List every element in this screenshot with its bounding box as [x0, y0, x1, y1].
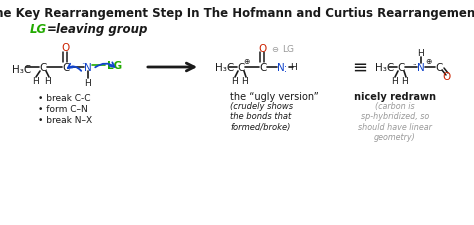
Text: H: H [85, 78, 91, 87]
Text: • break N–X: • break N–X [38, 115, 92, 124]
Text: H: H [242, 77, 248, 86]
Text: .: . [284, 64, 288, 74]
Text: .: . [284, 59, 288, 69]
Text: ≡: ≡ [353, 59, 367, 77]
Text: O: O [259, 44, 267, 54]
Text: H: H [33, 77, 39, 86]
Text: LG: LG [107, 61, 122, 71]
Text: ⊕: ⊕ [425, 57, 431, 66]
Text: N: N [277, 63, 285, 73]
Text: H: H [45, 77, 51, 86]
Text: H₃C: H₃C [215, 63, 234, 73]
Text: • form C–N: • form C–N [38, 105, 88, 113]
Text: O: O [443, 72, 451, 82]
Text: H: H [418, 49, 424, 58]
Text: ..: .. [413, 60, 417, 66]
Text: the “ugly version”: the “ugly version” [230, 92, 319, 101]
Text: N: N [417, 63, 425, 73]
Text: ⊕: ⊕ [243, 57, 249, 66]
Text: C: C [397, 63, 405, 73]
Text: The Key Rearrangement Step In The Hofmann and Curtius Rearrangements: The Key Rearrangement Step In The Hofman… [0, 7, 474, 20]
Text: C: C [435, 63, 443, 73]
Text: H₃C: H₃C [375, 63, 394, 73]
Text: H: H [232, 77, 238, 86]
Text: LG: LG [282, 45, 294, 54]
Text: O: O [62, 43, 70, 53]
Text: H: H [291, 63, 297, 72]
Text: C: C [259, 63, 267, 73]
Text: • break C-C: • break C-C [38, 94, 91, 103]
Text: (crudely shows
the bonds that
formed/broke): (crudely shows the bonds that formed/bro… [230, 101, 293, 131]
Text: H: H [392, 77, 398, 86]
Text: leaving group: leaving group [56, 23, 147, 36]
Text: nicely redrawn: nicely redrawn [354, 92, 436, 101]
Text: (carbon is
sp-hybridized, so
should have linear
geometry): (carbon is sp-hybridized, so should have… [358, 101, 432, 142]
Text: ..: .. [82, 57, 87, 66]
Text: H: H [401, 77, 409, 86]
Text: C: C [62, 63, 70, 73]
Text: C: C [39, 63, 46, 73]
Text: =: = [47, 23, 61, 36]
Text: N: N [84, 63, 92, 73]
Text: H₃C: H₃C [12, 65, 31, 75]
Text: C: C [237, 63, 245, 73]
Text: ⊖: ⊖ [272, 44, 279, 53]
Text: LG: LG [30, 23, 47, 36]
